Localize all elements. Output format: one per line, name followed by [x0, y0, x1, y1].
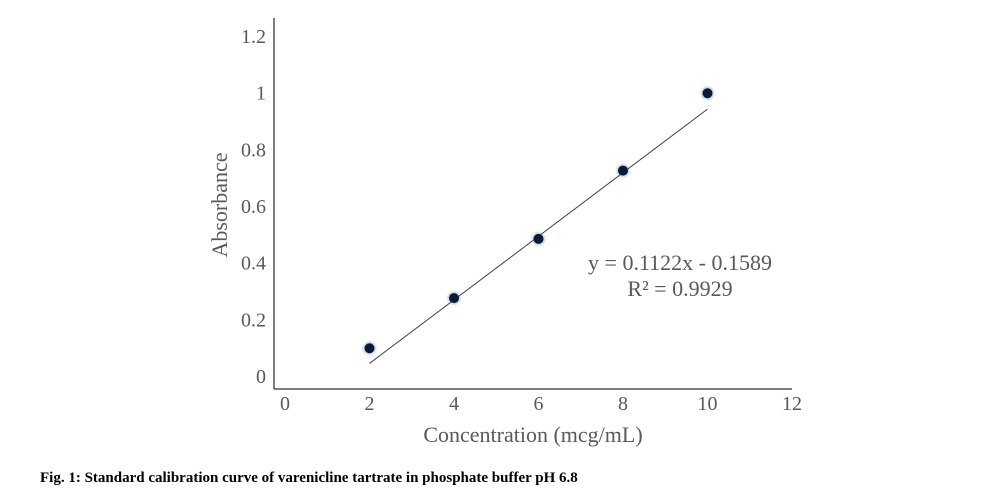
tick-labels: 0 2 4 6 8 10 12 0 0.2 0.4 0.6 0.8 1 1.2 [241, 26, 802, 415]
data-point-marker [364, 343, 375, 354]
data-point [530, 230, 547, 247]
x-tick-label: 4 [449, 393, 459, 415]
y-tick-label: 0.8 [241, 139, 266, 161]
y-tick-label: 1 [256, 83, 266, 105]
x-tick-label: 0 [280, 393, 290, 415]
data-point [446, 290, 462, 307]
data-point-marker [702, 88, 713, 99]
y-tick-label: 0.6 [241, 196, 266, 218]
y-tick-label: 0 [256, 366, 266, 388]
y-tick-label: 0.2 [241, 309, 266, 331]
r-squared-label: R² = 0.9929 [627, 276, 732, 301]
data-point-marker [533, 233, 544, 244]
calibration-chart: 0 2 4 6 8 10 12 0 0.2 0.4 0.6 0.8 1 1.2 Concentration… [207, 18, 802, 447]
x-tick-label: 6 [534, 393, 544, 415]
regression-equation: y = 0.1122x - 0.1589 [588, 250, 772, 275]
data-point [361, 340, 378, 357]
x-tick-label: 10 [698, 393, 718, 415]
x-tick-label: 2 [365, 393, 375, 415]
y-tick-label: 0.4 [241, 253, 266, 275]
data-point [699, 85, 716, 102]
x-axis-title: Concentration (mcg/mL) [423, 422, 642, 447]
x-tick-label: 12 [782, 393, 802, 415]
x-tick-label: 8 [618, 393, 628, 415]
y-axis-title: Absorbance [207, 152, 232, 257]
figure-caption: Fig. 1: Standard calibration curve of va… [40, 470, 578, 486]
data-point-marker [449, 293, 459, 304]
data-point-marker [618, 165, 628, 176]
data-point [615, 162, 631, 179]
data-points [361, 85, 716, 357]
axes [273, 18, 792, 390]
y-tick-label: 1.2 [241, 26, 266, 48]
